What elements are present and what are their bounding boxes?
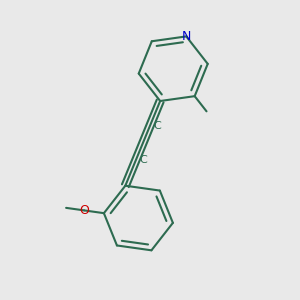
Text: O: O — [79, 204, 89, 217]
Text: C: C — [139, 155, 147, 165]
Text: N: N — [182, 30, 191, 43]
Text: C: C — [153, 122, 161, 131]
